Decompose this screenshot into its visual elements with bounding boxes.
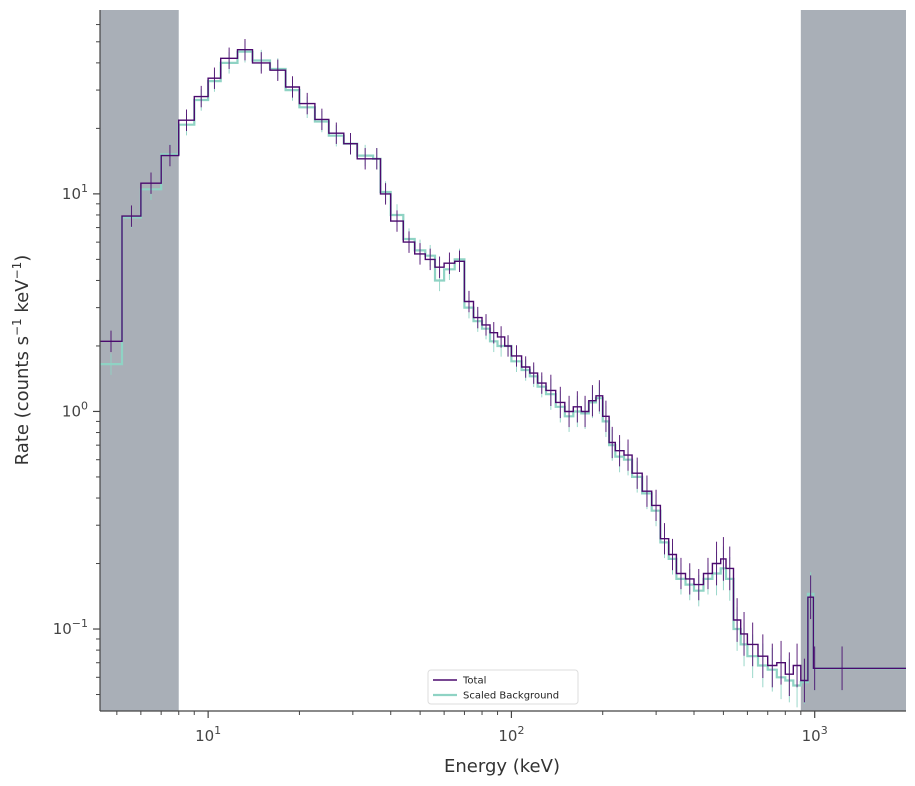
legend: Total Scaled Background — [427, 669, 579, 705]
series-1 — [100, 41, 906, 708]
x-tick-label: 102 — [498, 724, 524, 745]
y-tick-label: 101 — [62, 182, 88, 203]
y-tick-label: 10−1 — [53, 617, 88, 638]
x-tick-label: 103 — [802, 724, 828, 745]
series-0 — [100, 38, 906, 703]
plot-area — [100, 38, 906, 708]
shaded-region-1 — [800, 10, 906, 711]
series-line — [100, 49, 906, 682]
y-tick-label: 100 — [62, 399, 88, 420]
legend-box — [427, 669, 579, 705]
x-axis-label: Energy (keV) — [444, 756, 560, 777]
legend-label: Total — [462, 676, 486, 687]
y-axis-label: Rate (counts s−1 keV−1) — [10, 255, 33, 466]
shaded-regions — [100, 10, 906, 711]
axes: 101 102 103 10−1 100 101 — [53, 10, 906, 745]
series-line — [100, 50, 906, 687]
shaded-region-0 — [100, 10, 179, 711]
x-tick-label: 101 — [195, 724, 221, 745]
legend-label: Scaled Background — [463, 691, 559, 702]
